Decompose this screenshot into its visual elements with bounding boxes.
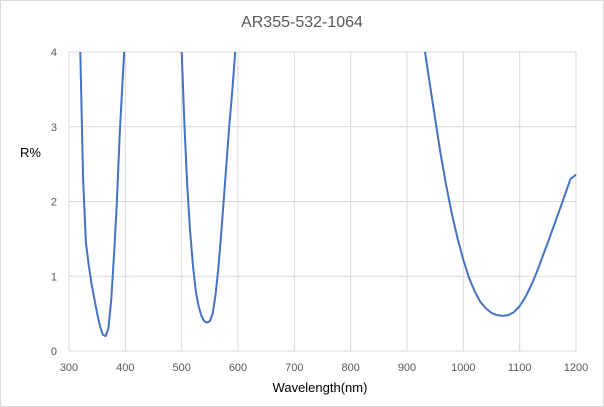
- y-tick-label: 3: [51, 122, 57, 134]
- series-line-segment: [79, 51, 126, 338]
- series-lines: [79, 51, 577, 338]
- x-tick-label: 400: [116, 362, 134, 374]
- x-tick-label: 1100: [508, 362, 532, 374]
- chart-title: AR355-532-1064: [241, 14, 363, 31]
- x-tick-label: 900: [398, 362, 416, 374]
- y-tick-label: 1: [51, 271, 57, 283]
- x-tick-label: 1200: [564, 362, 588, 374]
- y-tick-label: 4: [51, 47, 57, 59]
- x-tick-label: 600: [229, 362, 247, 374]
- y-tick-label: 2: [51, 197, 57, 209]
- y-tick-label: 0: [51, 346, 57, 358]
- y-axis-label: R%: [20, 145, 41, 160]
- x-axis-label: Wavelength(nm): [273, 380, 368, 395]
- x-tick-label: 800: [341, 362, 359, 374]
- x-tick-label: 500: [172, 362, 190, 374]
- x-tick-labels: 300 400 500 600 700 800 900 1000 1100 1200: [60, 362, 588, 374]
- x-tick-label: 1000: [451, 362, 475, 374]
- series-line-segment: [180, 51, 237, 324]
- x-tick-label: 300: [60, 362, 78, 374]
- x-tick-label: 700: [285, 362, 303, 374]
- grid: [68, 51, 577, 352]
- y-tick-labels: 0 1 2 3 4: [51, 47, 57, 358]
- series-line-segment: [424, 51, 577, 317]
